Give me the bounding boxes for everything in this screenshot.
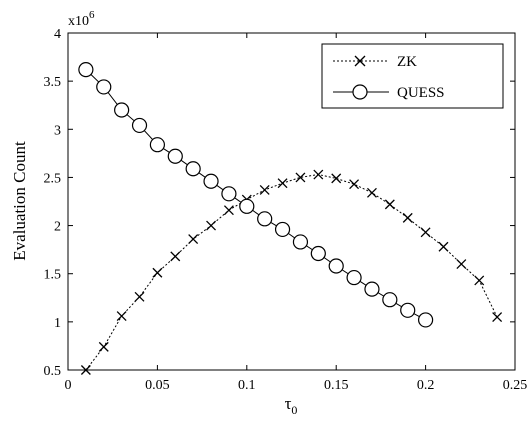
y-axis-label: Evaluation Count: [10, 141, 29, 261]
series-quess-point: [114, 102, 130, 118]
y-tick-label: 3: [54, 123, 61, 138]
series-quess-point: [185, 161, 201, 177]
series-zk-point: [438, 241, 449, 252]
series-zk-point: [80, 365, 91, 375]
series-quess-point: [346, 269, 362, 286]
x-axis-label: τ0: [285, 394, 298, 417]
series-quess-point: [292, 234, 309, 250]
series-zk-point: [384, 199, 395, 210]
series-zk-point: [134, 291, 145, 302]
series-quess-point: [328, 258, 344, 274]
series-zk-point: [456, 259, 467, 270]
series-quess-point: [364, 281, 380, 297]
series-zk-point: [170, 251, 181, 262]
series-zk-point: [188, 234, 199, 245]
y-tick-label: 2: [54, 220, 61, 235]
y-tick-label: 4: [54, 27, 61, 42]
series-zk-point: [402, 212, 413, 223]
y-tick-label: 2.5: [44, 171, 62, 186]
legend-box: [321, 43, 504, 109]
series-quess-point: [418, 312, 434, 328]
y-tick-label: 1.5: [44, 268, 62, 283]
series-zk-point: [98, 341, 109, 352]
series-zk-point: [259, 184, 270, 195]
series-zk-point: [420, 227, 431, 238]
series-zk-point: [313, 169, 324, 180]
y-axis-multiplier-exponent: 6: [89, 9, 95, 21]
series-layer: [78, 61, 503, 375]
series-quess-point: [78, 61, 94, 78]
x-tick-label: 0.2: [417, 378, 435, 393]
series-quess-point: [310, 245, 326, 262]
y-axis-multiplier: x106: [68, 9, 95, 29]
series-zk-point: [331, 173, 342, 184]
x-tick-label: 0: [65, 378, 72, 393]
series-zk-point: [116, 311, 127, 322]
series-quess-point: [131, 117, 148, 134]
legend-zk-marker: [354, 55, 366, 67]
series-zk-point: [206, 220, 216, 231]
series-zk-point: [492, 312, 503, 323]
series-quess-point: [167, 148, 183, 164]
y-tick-label: 0.5: [44, 364, 62, 379]
series-zk-point: [277, 178, 288, 189]
x-tick-label: 0.25: [503, 378, 528, 393]
series-quess-point: [96, 79, 112, 95]
series-quess-point: [149, 137, 165, 153]
x-tick-label: 0.05: [145, 378, 170, 393]
legend-quess-marker: [352, 84, 368, 100]
x-tick-label: 0.1: [238, 378, 256, 393]
series-zk-point: [223, 205, 234, 216]
legend-zk-label: ZK: [397, 54, 417, 70]
x-tick-label: 0.15: [324, 378, 349, 393]
series-zk-point: [349, 179, 360, 190]
series-zk-point: [295, 172, 306, 183]
y-tick-label: 1: [54, 316, 61, 331]
series-quess-point: [203, 173, 219, 189]
legend: ZK QUESS: [321, 43, 504, 109]
series-quess: [78, 61, 434, 328]
series-zk-point: [152, 267, 163, 278]
series-quess-point: [257, 211, 273, 227]
series-quess-point: [274, 221, 291, 238]
x-axis-label-subscript: 0: [291, 403, 297, 417]
series-zk: [80, 169, 503, 375]
series-quess-point: [400, 302, 416, 318]
series-quess-point: [239, 198, 255, 214]
series-zk-point: [367, 187, 377, 198]
axis-ticks: 0 0.05 0.1 0.15 0.2 0.25 0.5 1 1.5 2 2.5 3 3.5 4: [44, 27, 528, 393]
legend-quess-label: QUESS: [397, 85, 445, 101]
series-quess-point: [382, 292, 398, 308]
series-quess-point: [221, 186, 237, 202]
y-tick-label: 3.5: [44, 75, 62, 90]
series-zk-point: [474, 275, 485, 286]
